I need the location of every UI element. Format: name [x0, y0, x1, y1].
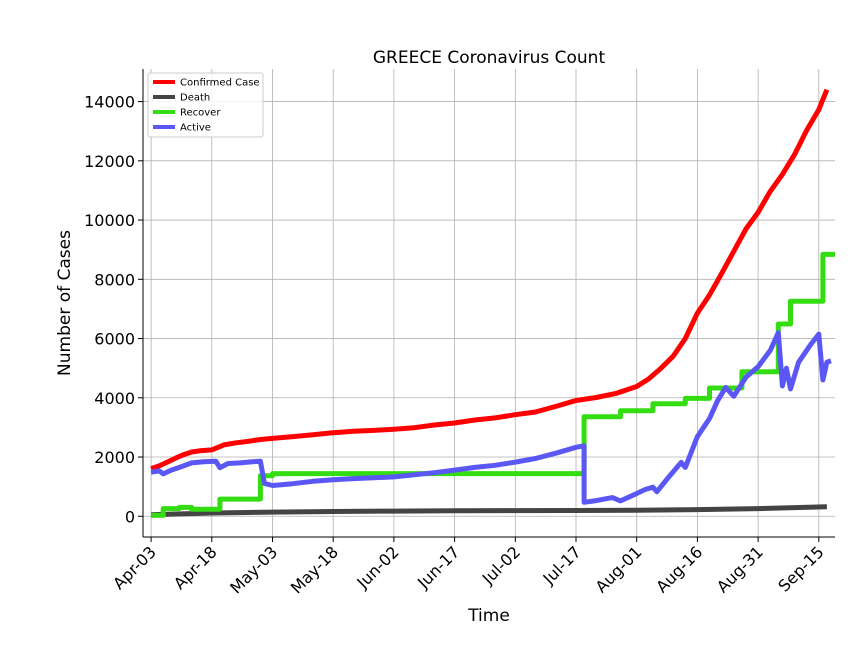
y-tick-label: 14000: [84, 93, 135, 112]
legend-label: Recover: [180, 108, 221, 119]
series-lines: [150, 88, 835, 518]
legend-box: [147, 72, 264, 138]
x-tick-label: Apr-03: [109, 542, 160, 593]
y-tick-label: 10000: [84, 211, 135, 230]
x-tick-label: Jul-02: [478, 542, 524, 588]
chart-title: GREECE Coronavirus Count: [373, 48, 606, 68]
x-tick-label: Jul-17: [539, 542, 585, 588]
y-tick-label: 2000: [94, 448, 135, 467]
x-tick-label: Jun-17: [413, 542, 463, 592]
x-tick-label: May-03: [226, 542, 281, 597]
axes: [142, 69, 835, 538]
ticks: 0 2000 4000 6000 8000 10000 12000 14000 Apr-03 Ap…: [84, 93, 828, 598]
legend-label: Active: [180, 123, 211, 134]
series-line-confirmed-case: [150, 88, 830, 471]
x-tick-label: Sep-15: [774, 542, 827, 595]
x-tick-label: Apr-18: [170, 542, 221, 593]
series-line-active: [150, 330, 832, 505]
y-tick-label: 12000: [84, 152, 135, 171]
grid: [143, 69, 835, 537]
y-tick-label: 8000: [94, 270, 135, 289]
x-tick-label: Jun-02: [352, 542, 402, 592]
legend-label: Confirmed Case: [180, 78, 260, 89]
x-tick-label: Aug-01: [592, 542, 646, 596]
y-tick-label: 4000: [94, 389, 135, 408]
legend: Confirmed Case Death Recover Active: [147, 72, 264, 138]
y-tick-label: 6000: [94, 330, 135, 349]
y-axis-title: Number of Cases: [55, 230, 75, 376]
y-tick-label: 0: [125, 507, 135, 526]
series-line-death: [151, 504, 827, 518]
x-axis-title: Time: [467, 606, 510, 626]
x-tick-label: May-18: [287, 542, 342, 597]
series-line-recover: [151, 251, 835, 518]
x-tick-label: Aug-31: [713, 542, 767, 596]
x-tick-label: Aug-16: [652, 542, 706, 596]
legend-label: Death: [180, 93, 210, 104]
